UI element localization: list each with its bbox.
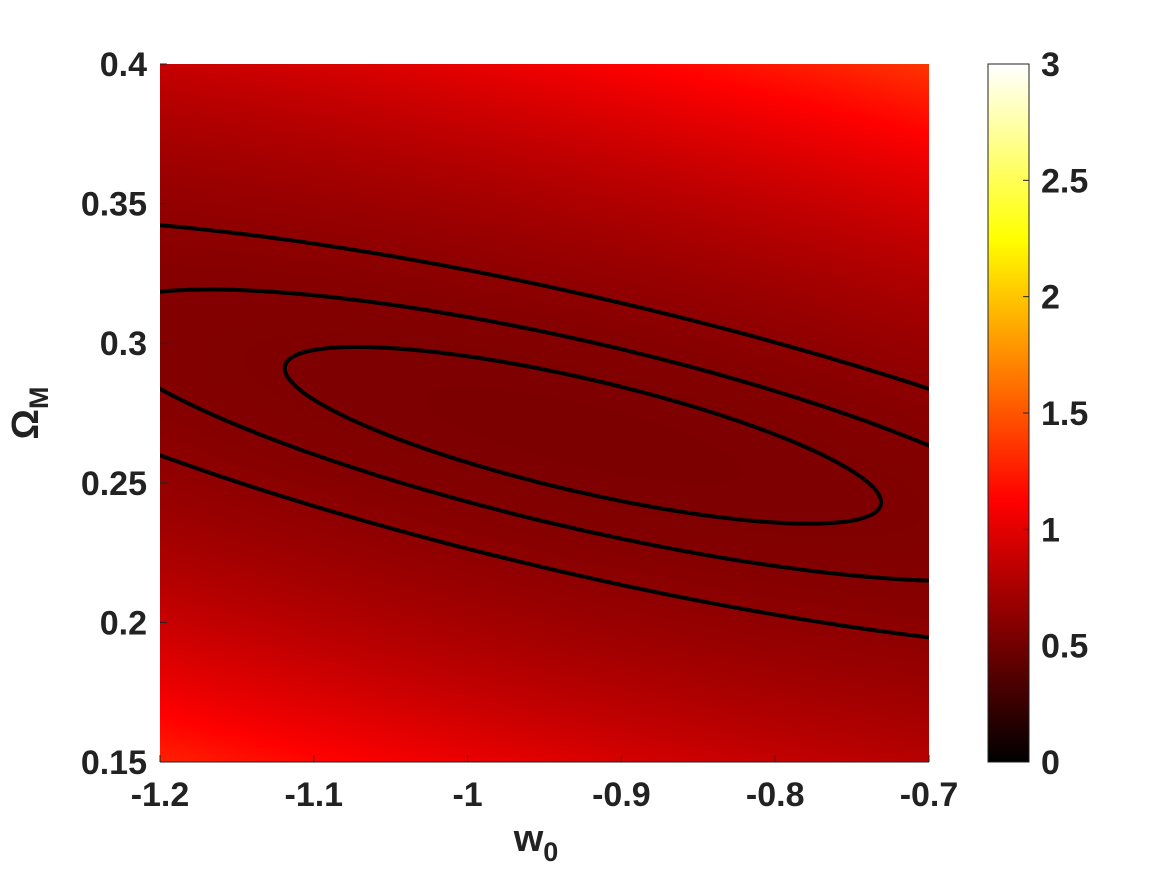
x-tick-label: -0.9	[592, 776, 651, 814]
colorbar-tick-label: 0.5	[1041, 628, 1088, 666]
plot-area	[160, 64, 929, 763]
x-axis-ticks: -1.2 -1.1 -1 -0.9 -0.8 -0.7	[131, 755, 959, 814]
y-axis-label: ΩM	[5, 387, 54, 440]
colorbar-tick-label: 2.5	[1041, 162, 1088, 200]
colorbar: 0 0.5 1 1.5 2 2.5 3	[987, 46, 1088, 782]
y-tick-label: 0.25	[81, 465, 147, 503]
heatmap-field	[160, 64, 929, 762]
x-tick-label: -1.2	[131, 776, 190, 814]
colorbar-tick-label: 0	[1041, 744, 1060, 782]
contour-line	[282, 345, 884, 526]
x-tick-label: -0.8	[746, 776, 805, 814]
x-tick-label: -0.7	[900, 776, 959, 814]
x-tick-label: -1	[452, 776, 482, 814]
y-tick-label: 0.3	[100, 325, 147, 363]
y-tick-label: 0.35	[81, 186, 147, 224]
y-axis-ticks: 0.15 0.2 0.25 0.3 0.35 0.4	[81, 46, 167, 782]
y-tick-label: 0.2	[100, 604, 147, 642]
x-axis-label: w0	[513, 818, 559, 867]
colorbar-tick-label: 1.5	[1041, 395, 1088, 433]
colorbar-tick-label: 3	[1041, 46, 1060, 84]
colorbar-tick-label: 2	[1041, 279, 1060, 317]
confidence-contours	[160, 223, 929, 640]
y-tick-label: 0.15	[81, 744, 147, 782]
colorbar-ticks: 0 0.5 1 1.5 2 2.5 3	[1023, 46, 1088, 782]
x-tick-label: -1.1	[285, 776, 344, 814]
colorbar-tick-label: 1	[1041, 511, 1060, 549]
colorbar-gradient	[987, 63, 1030, 763]
contour-line	[160, 287, 929, 583]
y-tick-label: 0.4	[100, 46, 147, 84]
contour-line	[160, 223, 929, 640]
